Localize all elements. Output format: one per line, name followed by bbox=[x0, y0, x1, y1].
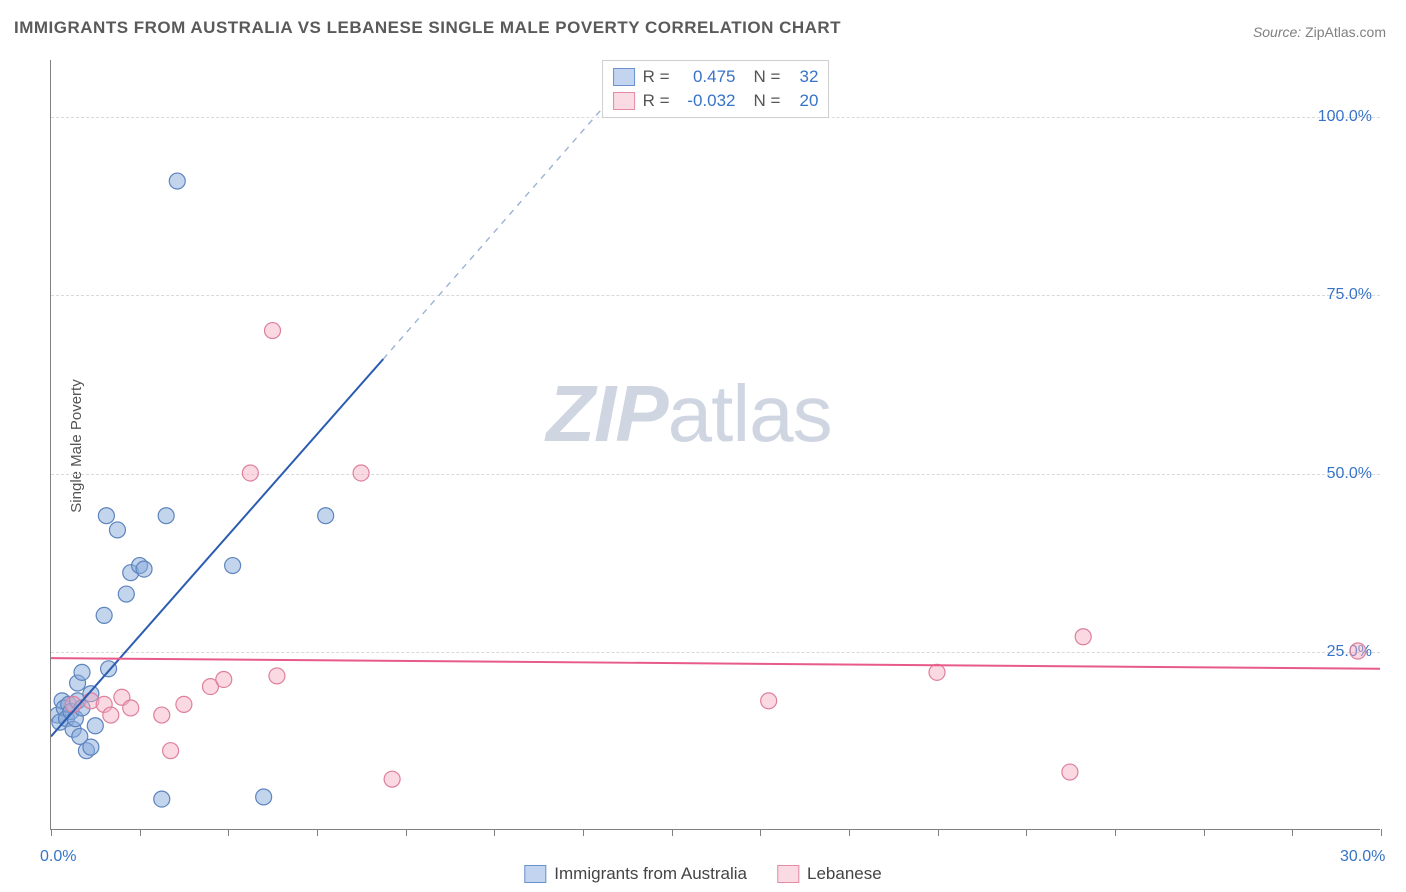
legend-series: Immigrants from Australia Lebanese bbox=[524, 864, 881, 884]
data-point-aus bbox=[154, 791, 170, 807]
n-label: N = bbox=[754, 91, 781, 111]
x-tick bbox=[406, 829, 407, 836]
data-point-aus bbox=[83, 739, 99, 755]
n-value: 20 bbox=[788, 91, 818, 111]
legend-correlation-row: R = 0.475 N = 32 bbox=[613, 65, 819, 89]
x-max-label: 30.0% bbox=[1340, 848, 1385, 866]
r-value: 0.475 bbox=[678, 67, 736, 87]
data-point-leb bbox=[761, 693, 777, 709]
data-point-leb bbox=[242, 465, 258, 481]
x-tick bbox=[494, 829, 495, 836]
data-point-aus bbox=[96, 607, 112, 623]
n-value: 32 bbox=[788, 67, 818, 87]
data-point-leb bbox=[384, 771, 400, 787]
legend-correlation: R = 0.475 N = 32 R = -0.032 N = 20 bbox=[602, 60, 830, 118]
legend-series-label: Lebanese bbox=[807, 864, 882, 884]
legend-swatch bbox=[613, 92, 635, 110]
plot-area: ZIPatlas R = 0.475 N = 32 R = -0.032 N =… bbox=[50, 60, 1380, 830]
data-point-leb bbox=[269, 668, 285, 684]
legend-series-label: Immigrants from Australia bbox=[554, 864, 747, 884]
trend-line-pink bbox=[51, 658, 1380, 669]
legend-series-item: Lebanese bbox=[777, 864, 882, 884]
data-point-aus bbox=[256, 789, 272, 805]
data-point-leb bbox=[353, 465, 369, 481]
data-point-aus bbox=[136, 561, 152, 577]
x-tick bbox=[583, 829, 584, 836]
legend-correlation-row: R = -0.032 N = 20 bbox=[613, 89, 819, 113]
data-point-leb bbox=[1075, 629, 1091, 645]
x-tick bbox=[1292, 829, 1293, 836]
x-tick bbox=[317, 829, 318, 836]
data-point-aus bbox=[118, 586, 134, 602]
data-point-aus bbox=[98, 508, 114, 524]
x-tick bbox=[760, 829, 761, 836]
data-point-leb bbox=[1350, 643, 1366, 659]
data-point-aus bbox=[225, 558, 241, 574]
x-tick bbox=[1381, 829, 1382, 836]
data-point-aus bbox=[109, 522, 125, 538]
data-point-aus bbox=[87, 718, 103, 734]
chart-title: IMMIGRANTS FROM AUSTRALIA VS LEBANESE SI… bbox=[14, 18, 841, 38]
data-point-leb bbox=[154, 707, 170, 723]
data-point-leb bbox=[265, 323, 281, 339]
n-label: N = bbox=[754, 67, 781, 87]
source-attribution: Source: ZipAtlas.com bbox=[1253, 24, 1386, 40]
data-point-leb bbox=[216, 671, 232, 687]
x-tick bbox=[1115, 829, 1116, 836]
data-point-aus bbox=[74, 664, 90, 680]
chart-svg bbox=[51, 60, 1380, 829]
x-tick bbox=[672, 829, 673, 836]
x-tick bbox=[1026, 829, 1027, 836]
r-label: R = bbox=[643, 91, 670, 111]
data-point-aus bbox=[318, 508, 334, 524]
x-tick bbox=[140, 829, 141, 836]
data-point-leb bbox=[1062, 764, 1078, 780]
x-tick bbox=[51, 829, 52, 836]
data-point-leb bbox=[163, 743, 179, 759]
legend-swatch bbox=[613, 68, 635, 86]
data-point-aus bbox=[169, 173, 185, 189]
data-point-leb bbox=[176, 696, 192, 712]
legend-swatch bbox=[777, 865, 799, 883]
x-tick bbox=[1204, 829, 1205, 836]
x-tick bbox=[849, 829, 850, 836]
legend-series-item: Immigrants from Australia bbox=[524, 864, 747, 884]
source-prefix: Source: bbox=[1253, 24, 1305, 40]
source-name: ZipAtlas.com bbox=[1305, 24, 1386, 40]
r-label: R = bbox=[643, 67, 670, 87]
data-point-aus bbox=[158, 508, 174, 524]
x-min-label: 0.0% bbox=[40, 848, 76, 866]
data-point-leb bbox=[103, 707, 119, 723]
legend-swatch bbox=[524, 865, 546, 883]
x-tick bbox=[938, 829, 939, 836]
data-point-leb bbox=[123, 700, 139, 716]
x-tick bbox=[228, 829, 229, 836]
data-point-leb bbox=[929, 664, 945, 680]
r-value: -0.032 bbox=[678, 91, 736, 111]
